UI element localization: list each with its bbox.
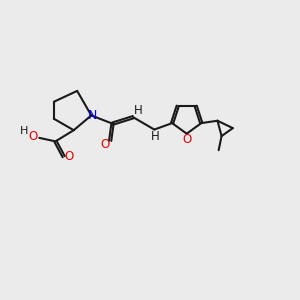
- Text: O: O: [64, 150, 74, 163]
- Text: O: O: [101, 138, 110, 152]
- Text: H: H: [134, 104, 143, 117]
- Text: N: N: [88, 109, 97, 122]
- Text: H: H: [151, 130, 159, 143]
- Text: O: O: [183, 133, 192, 146]
- Text: H: H: [20, 126, 29, 136]
- Text: O: O: [28, 130, 38, 143]
